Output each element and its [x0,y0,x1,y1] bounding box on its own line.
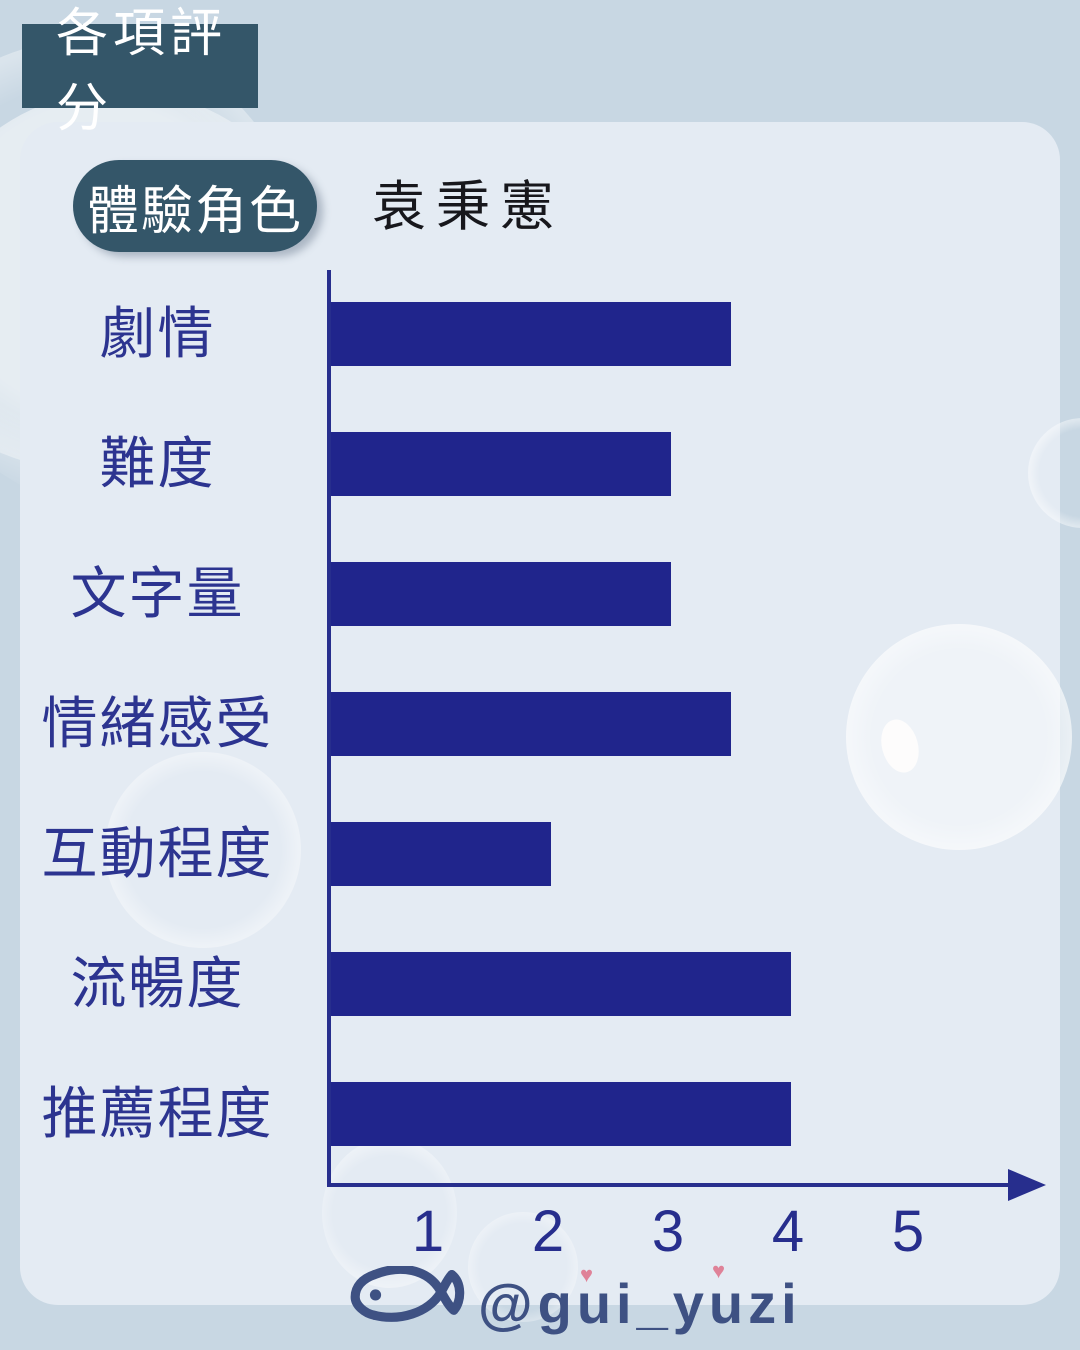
role-pill-label: 體驗角色 [86,182,303,241]
bar [331,432,671,496]
x-tick-label: 2 [531,1199,565,1264]
category-label: 推薦程度 [41,1082,274,1145]
heart-icon: ♥ [712,1258,726,1283]
x-tick-label: 4 [771,1199,805,1264]
category-label: 劇情 [99,302,216,365]
category-label: 互動程度 [41,822,274,885]
category-label: 難度 [99,432,216,495]
heart-icon: ♥ [580,1262,594,1287]
bar [331,822,551,886]
fish-icon [350,1266,465,1322]
bar [331,562,671,626]
x-tick-label: 5 [891,1199,925,1264]
title-badge: 各項評分 [22,5,258,138]
x-axis-line [327,1183,1014,1187]
x-tick-label: 3 [651,1199,685,1264]
x-axis-arrow-icon [1008,1169,1046,1201]
x-tick-label: 1 [411,1199,445,1264]
social-handle: @gui_yuzi [478,1272,802,1335]
title-badge-label: 各項評分 [56,5,228,138]
role-name: 袁秉憲 [372,177,564,237]
role-pill: 體驗角色 [73,160,317,252]
y-axis-line [327,270,331,1187]
bar [331,952,791,1016]
category-label: 文字量 [70,562,245,625]
category-label: 情緒感受 [41,692,274,755]
bar [331,1082,791,1146]
category-label: 流暢度 [70,952,245,1015]
bar [331,302,731,366]
bar [331,692,731,756]
